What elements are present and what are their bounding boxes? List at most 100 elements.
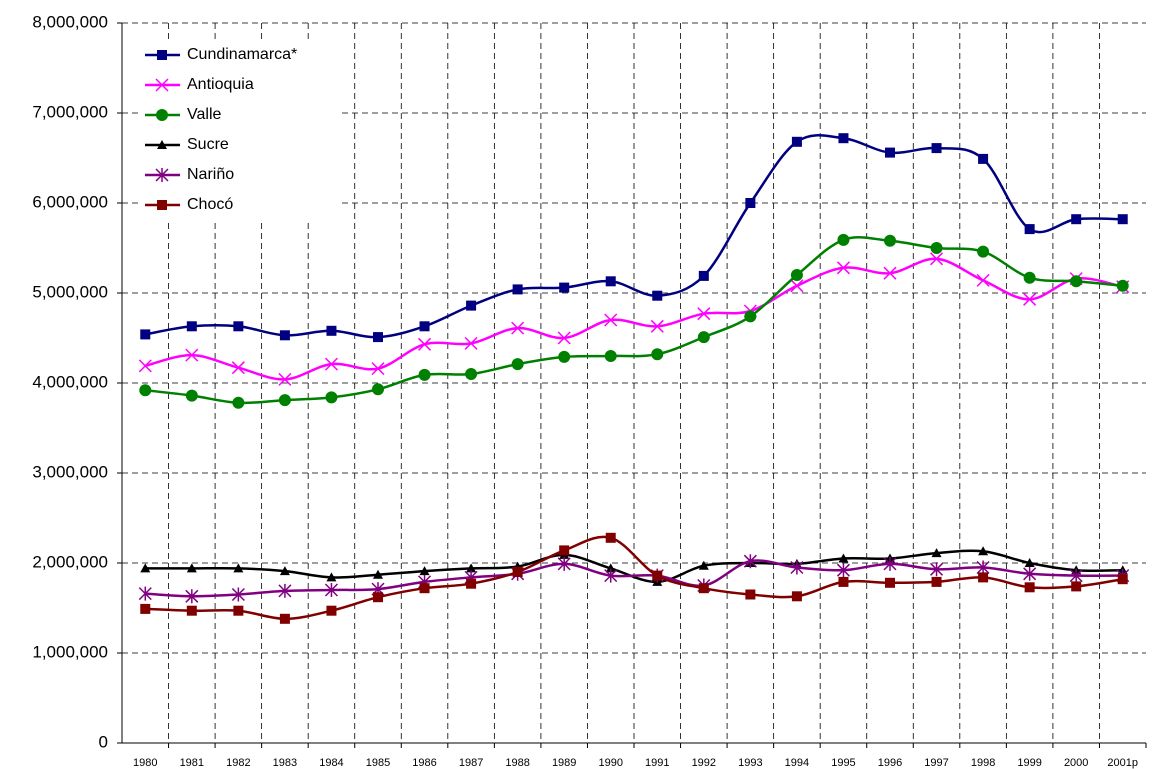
marker (836, 563, 850, 578)
marker (605, 563, 616, 573)
marker (1071, 581, 1082, 592)
marker (930, 562, 944, 577)
marker (419, 321, 430, 332)
marker (140, 563, 151, 573)
marker (557, 556, 571, 571)
marker (836, 261, 850, 275)
x-tick-label: 2000 (1064, 757, 1088, 769)
marker (1023, 271, 1036, 284)
marker (605, 532, 616, 543)
marker (324, 357, 338, 371)
marker (1116, 279, 1129, 292)
marker (791, 591, 802, 602)
marker (419, 566, 430, 576)
y-tick-label: 1,000,000 (32, 642, 108, 661)
y-tick-label: 6,000,000 (32, 192, 108, 211)
marker (512, 284, 523, 295)
legend-label: Chocó (187, 196, 233, 213)
marker (139, 384, 152, 397)
marker (1070, 275, 1083, 288)
marker (373, 332, 383, 343)
marker (697, 307, 711, 321)
marker (155, 78, 169, 92)
marker (604, 350, 617, 362)
series-line (144, 257, 1123, 381)
x-tick-label: 1994 (785, 757, 809, 769)
y-tick-label: 7,000,000 (32, 102, 108, 121)
legend-background (140, 40, 340, 220)
marker (1024, 582, 1035, 593)
x-tick-label: 1986 (412, 757, 436, 769)
marker (157, 200, 167, 210)
marker (604, 313, 618, 327)
marker (324, 583, 338, 597)
x-tick-label: 1984 (319, 757, 343, 769)
marker (1024, 558, 1035, 567)
marker (419, 583, 430, 594)
marker (1071, 214, 1082, 225)
x-tick-label: 1993 (738, 757, 762, 769)
marker (557, 331, 571, 345)
marker (326, 605, 337, 616)
x-tick-label: 2001p (1107, 757, 1138, 769)
y-tick-label: 4,000,000 (32, 372, 108, 391)
marker (138, 586, 152, 601)
marker (930, 252, 944, 266)
y-tick-label: 8,000,000 (32, 12, 108, 31)
marker (512, 567, 523, 577)
marker (140, 603, 151, 614)
marker (558, 350, 571, 363)
marker (371, 362, 385, 376)
marker (279, 330, 290, 341)
marker (325, 391, 338, 404)
marker (978, 546, 989, 556)
marker (1117, 214, 1128, 225)
marker (931, 143, 942, 154)
series-line (145, 535, 1123, 621)
marker (186, 605, 197, 616)
y-tick-label: 3,000,000 (32, 462, 108, 481)
x-tick-label: 1998 (971, 757, 995, 769)
marker (978, 572, 989, 583)
marker (791, 136, 802, 147)
marker (976, 273, 990, 287)
marker (650, 319, 664, 333)
marker (885, 577, 895, 588)
marker (373, 592, 383, 603)
marker (1069, 568, 1083, 583)
marker (279, 613, 290, 624)
legend-label: Cundinamarca* (187, 46, 297, 63)
marker (418, 337, 432, 351)
legend-label: Valle (187, 106, 221, 123)
marker (930, 242, 943, 254)
marker (466, 578, 477, 589)
marker (884, 234, 896, 247)
x-tick-label: 1982 (226, 757, 250, 769)
marker (157, 50, 167, 60)
marker (156, 109, 168, 121)
marker (837, 233, 850, 246)
marker (373, 569, 383, 579)
x-tick-label: 1999 (1017, 757, 1041, 769)
series-line (145, 549, 1123, 584)
marker (185, 589, 199, 604)
marker (464, 336, 478, 350)
x-tick-label: 1980 (133, 757, 157, 769)
marker (1023, 292, 1037, 306)
marker (186, 563, 197, 573)
marker (698, 583, 709, 594)
marker (278, 394, 291, 407)
marker (698, 560, 709, 570)
x-tick-label: 1985 (366, 757, 390, 769)
marker (652, 570, 663, 581)
marker (931, 576, 942, 587)
marker (185, 389, 198, 402)
marker (743, 554, 757, 569)
series-line (145, 236, 1123, 405)
y-tick-label: 5,000,000 (32, 282, 108, 301)
marker (155, 168, 169, 182)
marker (511, 321, 525, 335)
marker (976, 560, 990, 575)
marker (883, 556, 897, 571)
